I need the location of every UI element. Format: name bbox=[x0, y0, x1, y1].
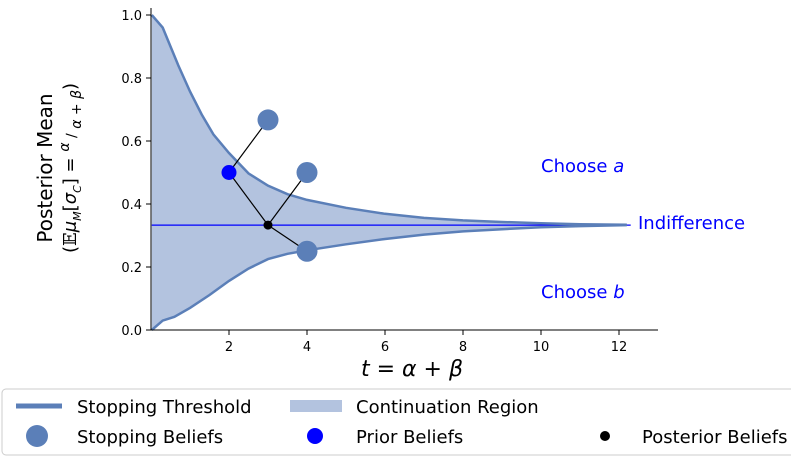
legend-swatch-continuation-region bbox=[290, 400, 342, 412]
y-ticks: 0.0 0.2 0.4 0.6 0.8 1.0 bbox=[121, 9, 151, 339]
stopping-belief-point bbox=[296, 162, 318, 183]
choose-a-text: Choose bbox=[541, 156, 613, 177]
connector-line bbox=[267, 172, 308, 226]
choose-b-text: Choose bbox=[541, 282, 613, 303]
legend-frame bbox=[1, 388, 791, 456]
connector-lines bbox=[228, 119, 308, 252]
stopping-belief-point bbox=[257, 109, 279, 131]
choose-b-annotation: Choose b bbox=[541, 282, 625, 303]
x-axis-title: t = α + β bbox=[361, 357, 463, 382]
y-tick-label: 0.2 bbox=[121, 261, 142, 276]
legend-swatch-posterior-beliefs bbox=[600, 431, 610, 441]
choose-a-annotation: Choose a bbox=[541, 156, 624, 177]
y-tick-label: 1.0 bbox=[121, 9, 142, 24]
x-tick-label: 8 bbox=[459, 340, 467, 355]
legend: Stopping Threshold Continuation Region S… bbox=[1, 388, 791, 456]
indifference-annotation: Indifference bbox=[638, 213, 745, 234]
x-tick-label: 4 bbox=[303, 340, 311, 355]
legend-label-stopping-threshold: Stopping Threshold bbox=[77, 397, 252, 418]
connector-line bbox=[228, 119, 269, 173]
y-tick-label: 0.8 bbox=[121, 72, 142, 87]
y-tick-label: 0.6 bbox=[121, 135, 142, 150]
legend-label-prior-beliefs: Prior Beliefs bbox=[356, 427, 463, 448]
legend-label-stopping-beliefs: Stopping Beliefs bbox=[77, 427, 223, 448]
choose-b-variable: b bbox=[613, 282, 624, 303]
y-axis-title-line1: Posterior Mean bbox=[33, 93, 57, 242]
connector-line bbox=[228, 172, 269, 226]
x-tick-label: 10 bbox=[533, 340, 550, 355]
x-tick-label: 12 bbox=[611, 340, 628, 355]
x-axis-title-text: t = α + β bbox=[361, 357, 463, 382]
legend-swatch-prior-beliefs bbox=[307, 428, 323, 444]
belief-points bbox=[221, 109, 318, 262]
y-axis-title: Posterior Mean (𝔼μM[σC] = α ∕ α + β) bbox=[33, 83, 85, 253]
posterior-belief-point bbox=[263, 220, 273, 230]
legend-swatch-stopping-beliefs bbox=[26, 425, 48, 447]
y-tick-label: 0.0 bbox=[121, 324, 142, 339]
prior-belief-point bbox=[221, 165, 237, 180]
x-tick-label: 2 bbox=[225, 340, 233, 355]
legend-label-continuation-region: Continuation Region bbox=[356, 397, 539, 418]
y-axis-title-line2: (𝔼μM[σC] = α ∕ α + β) bbox=[57, 83, 85, 253]
stopping-belief-point bbox=[296, 240, 318, 262]
x-tick-label: 6 bbox=[381, 340, 389, 355]
y-tick-label: 0.4 bbox=[121, 198, 142, 213]
legend-label-posterior-beliefs: Posterior Beliefs bbox=[642, 427, 788, 448]
x-ticks: 2 4 6 8 10 12 bbox=[225, 330, 627, 355]
upper-stopping-threshold bbox=[150, 14, 627, 227]
choose-a-variable: a bbox=[613, 156, 624, 177]
continuation-region bbox=[151, 15, 627, 330]
